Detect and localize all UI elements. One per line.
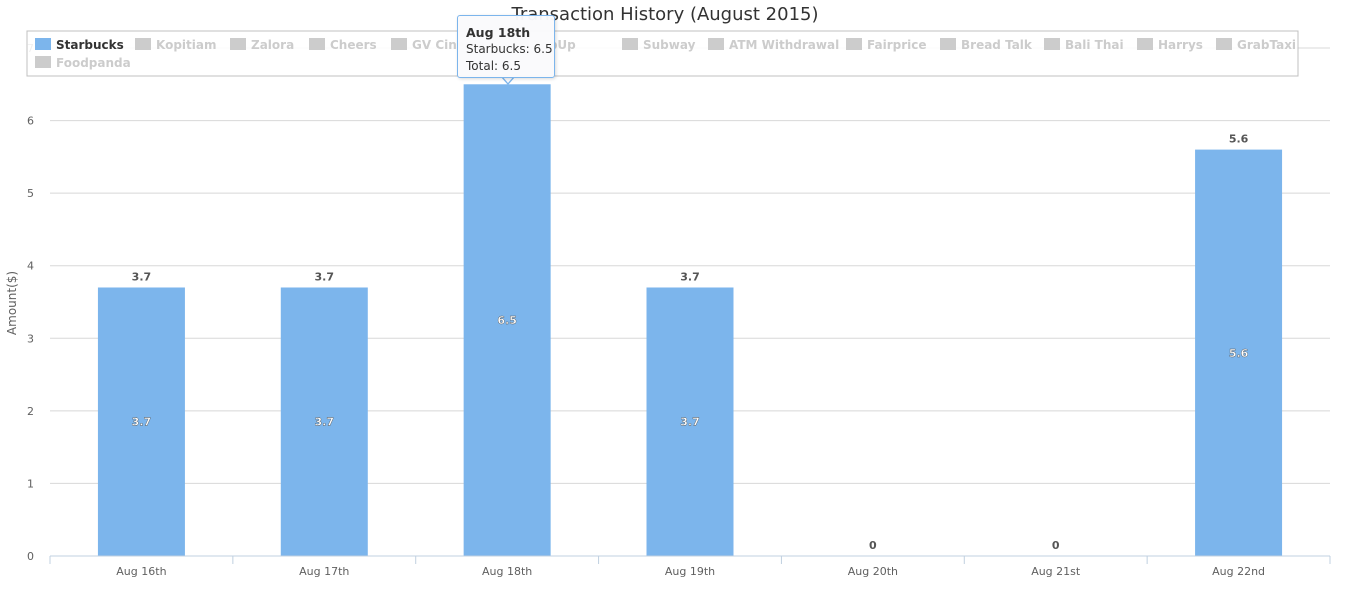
tooltip-series-value: Starbucks: 6.5 (466, 42, 553, 56)
legend-item-label[interactable]: GrabTaxi (1237, 38, 1296, 52)
legend-item-label[interactable]: Fairprice (867, 38, 927, 52)
bar-data-label: 6.5 (497, 314, 517, 327)
x-axis: Aug 16th Aug 17th Aug 18th Aug 19th Aug 20th… (49, 555, 1331, 578)
bar[interactable] (646, 287, 734, 556)
legend-swatch[interactable] (35, 56, 51, 68)
tooltip-title: Aug 18th (466, 25, 531, 40)
legend-item-label[interactable]: Subway (643, 38, 696, 52)
bar[interactable] (280, 287, 368, 556)
x-tick-label: Aug 18th (482, 565, 532, 578)
stack-total-label: 3.7 (680, 270, 700, 283)
x-tick-label: Aug 20th (848, 565, 898, 578)
legend-swatch[interactable] (1216, 38, 1232, 50)
x-tick-label: Aug 22nd (1212, 565, 1265, 578)
y-tick-label: 4 (27, 260, 34, 273)
legend-swatch[interactable] (391, 38, 407, 50)
legend-item-label[interactable]: Foodpanda (56, 56, 131, 70)
tooltip: Aug 18th Starbucks: 6.5 Total: 6.5 (457, 15, 555, 78)
legend-swatch[interactable] (1137, 38, 1153, 50)
stack-total-label: 5.6 (1229, 133, 1249, 146)
bars: 3.7 3.7 3.7 3.7 6.5 3.7 3.7 0 0 5.6 5.6 (97, 84, 1283, 557)
legend-swatch[interactable] (940, 38, 956, 50)
bar-data-label: 3.7 (680, 416, 700, 429)
legend-swatch[interactable] (135, 38, 151, 50)
stack-total-label: 0 (1052, 539, 1060, 552)
bar-data-label: 5.6 (1229, 347, 1249, 360)
y-axis: 01234567 (27, 42, 34, 563)
bar[interactable] (97, 287, 185, 556)
legend-item-label[interactable]: Kopitiam (156, 38, 217, 52)
stack-total-label: 3.7 (315, 270, 335, 283)
y-tick-label: 3 (27, 332, 34, 345)
legend-swatch[interactable] (622, 38, 638, 50)
x-tick-label: Aug 21st (1031, 565, 1081, 578)
legend-item-label[interactable]: Harrys (1158, 38, 1203, 52)
stack-total-label: 0 (869, 539, 877, 552)
x-tick-label: Aug 17th (299, 565, 349, 578)
legend-swatch[interactable] (846, 38, 862, 50)
y-tick-label: 1 (27, 477, 34, 490)
legend-item-label[interactable]: ATM Withdrawal (729, 38, 839, 52)
bar[interactable] (1195, 149, 1283, 556)
chart-title: Transaction History (August 2015) (510, 4, 818, 25)
legend-item-label[interactable]: Cheers (330, 38, 377, 52)
y-tick-label: 0 (27, 550, 34, 563)
bar-data-label: 3.7 (315, 416, 335, 429)
legend-item-label[interactable]: Bread Talk (961, 38, 1033, 52)
bar-data-label: 3.7 (132, 416, 152, 429)
y-tick-label: 5 (27, 187, 34, 200)
legend-swatch[interactable] (230, 38, 246, 50)
stack-total-label: 3.7 (132, 270, 152, 283)
x-tick-label: Aug 16th (116, 565, 166, 578)
x-tick-label: Aug 19th (665, 565, 715, 578)
y-tick-label: 6 (27, 115, 34, 128)
legend-swatch[interactable] (309, 38, 325, 50)
y-axis-title: Amount($) (5, 271, 19, 335)
legend-item-label[interactable]: Zalora (251, 38, 294, 52)
y-tick-label: 2 (27, 405, 34, 418)
legend-swatch[interactable] (35, 38, 51, 50)
tooltip-total: Total: 6.5 (466, 59, 521, 73)
legend-item-label[interactable]: Bali Thai (1065, 38, 1124, 52)
legend-swatch[interactable] (708, 38, 724, 50)
legend-item-label[interactable]: Starbucks (56, 38, 124, 52)
tooltip-arrow-inner (502, 76, 514, 83)
legend-swatch[interactable] (1044, 38, 1060, 50)
bar[interactable] (463, 84, 551, 557)
